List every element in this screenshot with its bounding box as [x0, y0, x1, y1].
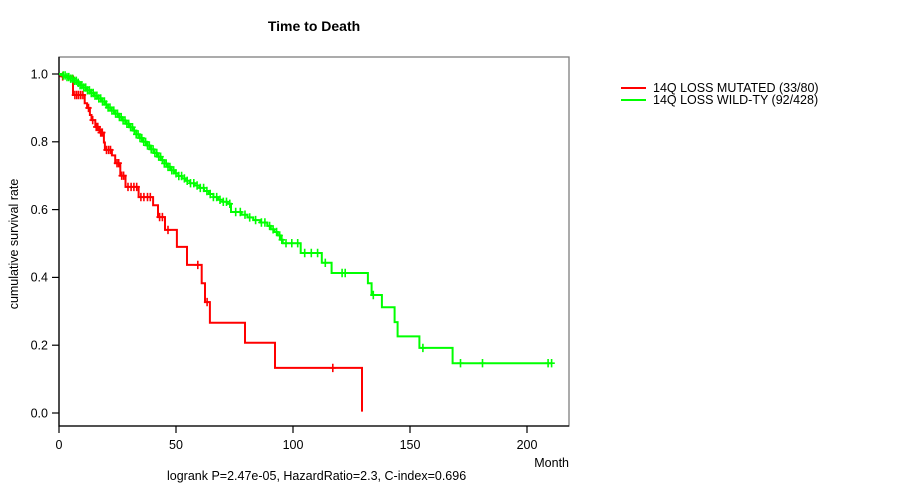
logrank-stats-text: logrank P=2.47e-05, HazardRatio=2.3, C-i… — [167, 469, 467, 483]
legend-label-mutated: 14Q LOSS MUTATED (33/80) — [653, 81, 819, 95]
y-tick-label: 1.0 — [31, 67, 48, 81]
legend-swatches — [621, 87, 646, 101]
x-tick-label: 50 — [169, 438, 183, 452]
survival-curve-0 — [59, 73, 363, 412]
censor-marks-1 — [60, 71, 555, 368]
plot-box — [58, 56, 570, 427]
plot-axes: 0 50 100 150 200 0.0 0.2 0.4 0.6 0.8 1.0 — [31, 67, 538, 452]
survival-curves — [59, 71, 555, 412]
x-axis-label: Month — [534, 456, 569, 470]
x-tick-label: 100 — [283, 438, 304, 452]
censor-marks-0 — [59, 72, 336, 373]
axis-lines — [58, 57, 569, 427]
chart-title: Time to Death — [267, 18, 361, 34]
x-tick-label: 150 — [400, 438, 421, 452]
survival-curve-1 — [59, 73, 552, 365]
y-tick-label: 0.4 — [31, 271, 48, 285]
legend-label-wildtype: 14Q LOSS WILD-TY (92/428) — [653, 93, 819, 107]
y-tick-label: 0.6 — [31, 203, 48, 217]
y-tick-label: 0.0 — [31, 406, 48, 420]
y-tick-label: 0.2 — [31, 339, 48, 353]
y-tick-label: 0.8 — [31, 135, 48, 149]
plot-border — [58, 56, 570, 427]
x-tick-label: 0 — [56, 438, 63, 452]
x-tick-label: 200 — [517, 438, 538, 452]
